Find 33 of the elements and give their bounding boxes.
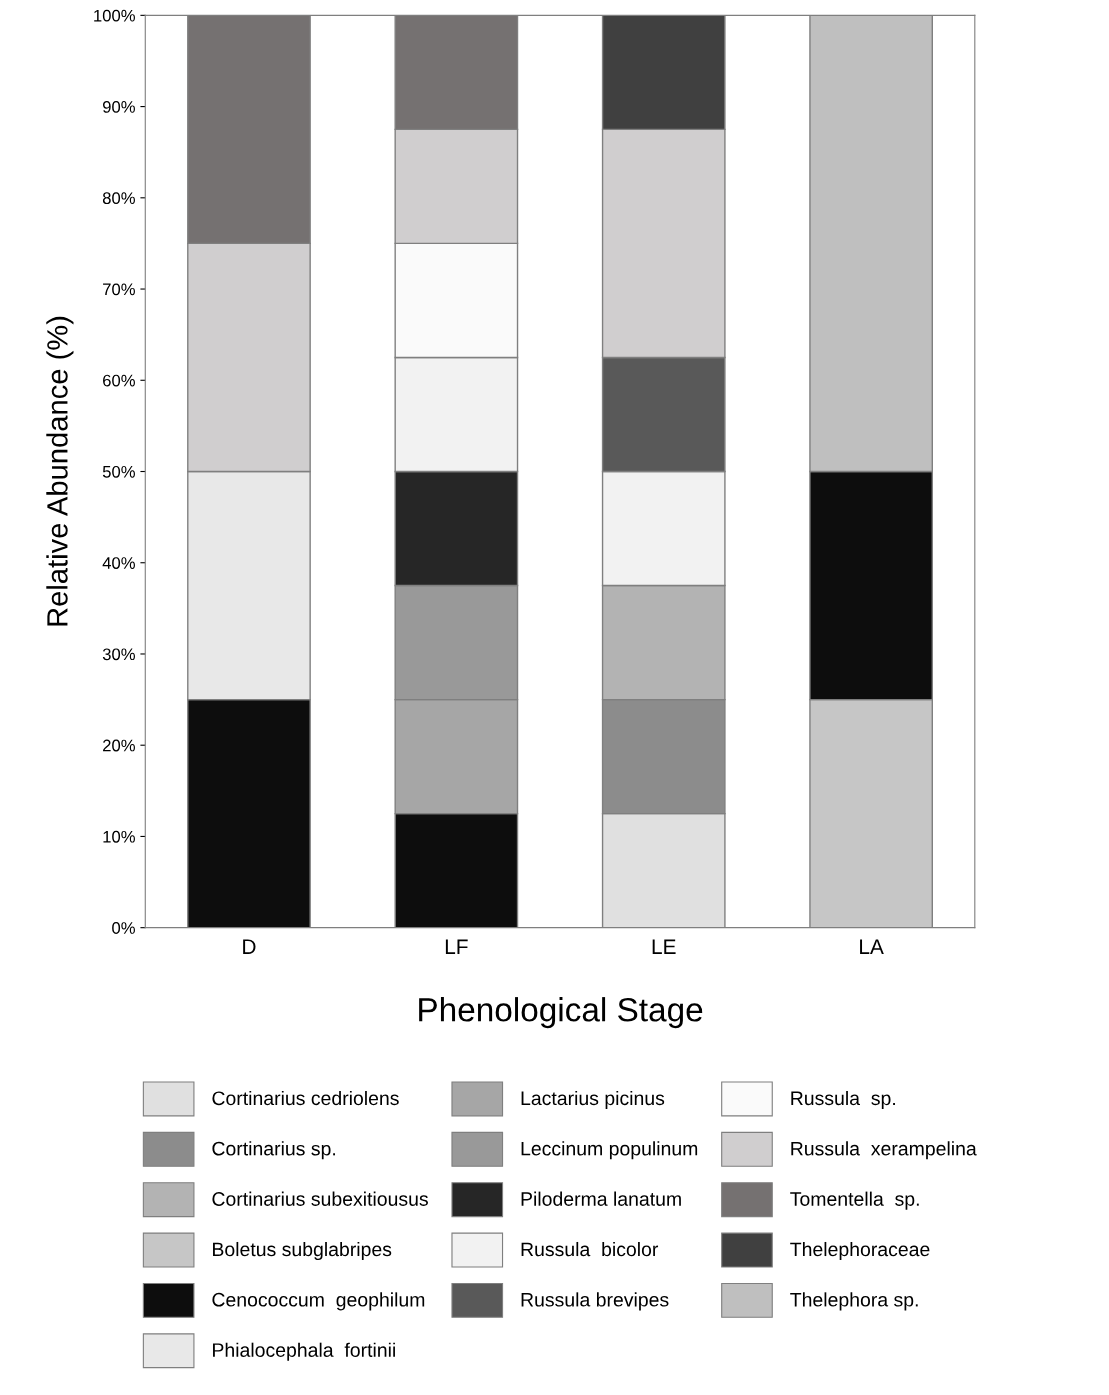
legend-label: Piloderma lanatum (521, 1191, 681, 1206)
x-tick-label: LE (652, 939, 676, 954)
y-tick-label: 30% (102, 648, 135, 661)
legend-label: Phialocephala fortinii (213, 1342, 395, 1361)
y-tick-label: 80% (102, 192, 135, 205)
y-tick-label: 100% (94, 9, 135, 22)
legend-label: Russula xerampelina (791, 1141, 977, 1160)
y-tick-label: 60% (103, 374, 135, 387)
legend-label: Cenococcum geophilum (212, 1292, 425, 1311)
y-tick-label: 20% (103, 739, 135, 752)
y-axis-title: Relative Abundance (%) (46, 316, 74, 626)
x-axis-title: Phenological Stage (419, 997, 703, 1029)
legend-label: Thelephoraceae (790, 1241, 930, 1261)
legend-label: Tomentella sp. (790, 1191, 919, 1210)
legend-label: Boletus subglabripes (213, 1241, 392, 1261)
legend-label: Lactarius picinus (521, 1090, 665, 1109)
legend-label: Russula bicolor (521, 1241, 659, 1257)
y-tick-label: 50% (102, 465, 135, 478)
legend-label: Cortinarius subexitiousus (212, 1191, 428, 1206)
x-tick-label: D (243, 939, 256, 954)
legend-label: Russula brevipes (521, 1292, 669, 1311)
legend-label: Leccinum populinum (521, 1141, 698, 1160)
y-tick-label: 40% (102, 557, 135, 569)
y-tick-label: 90% (102, 100, 135, 113)
x-tick-label: LF (445, 939, 468, 954)
y-tick-label: 0% (112, 922, 135, 934)
y-tick-label: 70% (103, 283, 135, 296)
legend-label: Russula sp. (791, 1090, 895, 1109)
legend-label: Cortinarius cedriolens (212, 1090, 399, 1106)
legend-label: Thelephora sp. (790, 1292, 918, 1311)
y-tick-label: 10% (103, 830, 135, 843)
x-tick-label: LA (860, 939, 884, 954)
legend-label: Cortinarius sp. (212, 1141, 336, 1160)
